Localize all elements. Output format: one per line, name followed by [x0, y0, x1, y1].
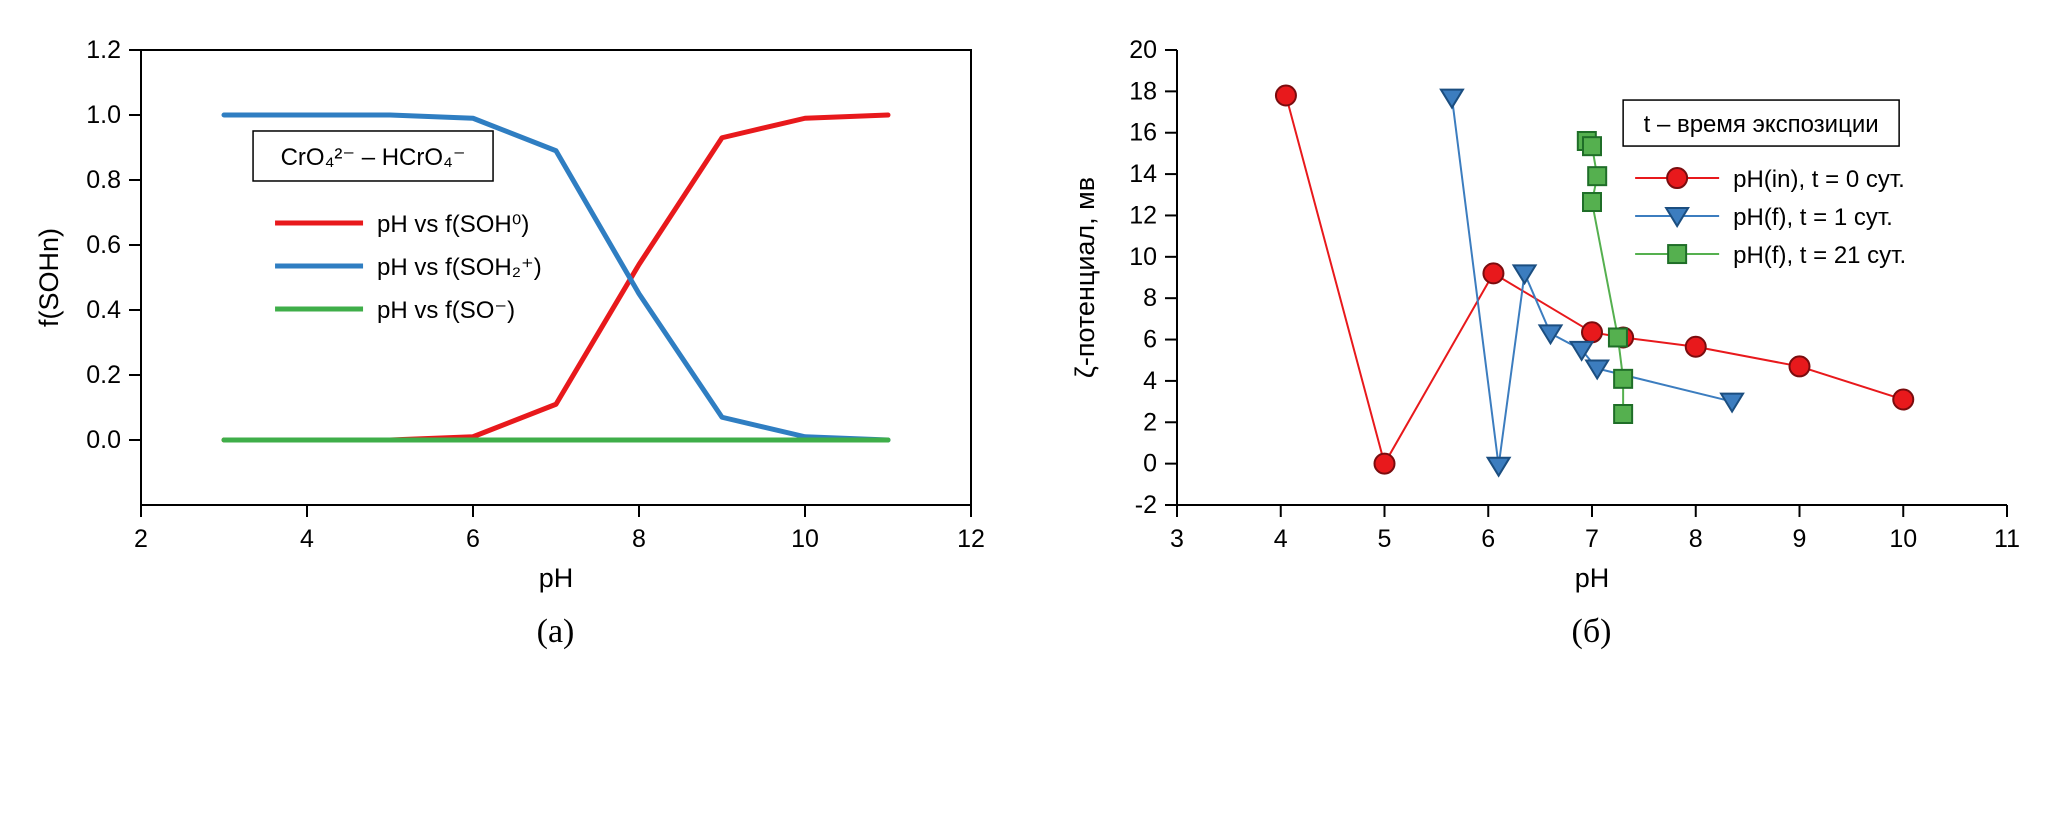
- y-tick-label: 10: [1129, 243, 1157, 271]
- y-tick-label: 0.4: [86, 296, 121, 324]
- x-axis-label: pH: [1574, 563, 1609, 593]
- legend-entry-label: pH vs f(SOH⁰): [377, 211, 529, 238]
- y-tick-label: 8: [1143, 284, 1157, 312]
- triangle-down-marker: [1663, 207, 1690, 228]
- legend-entry-label: pH(f), t = 1 сут.: [1733, 204, 1893, 231]
- circle-marker: [1684, 335, 1707, 358]
- y-tick-label: -2: [1134, 491, 1156, 519]
- legend-title: CrO₄²⁻ – HCrO₄⁻: [280, 144, 465, 171]
- chart-b: 3 4 5 6 7 8 9 10 11 -2 0 2 4 6 8 10 12 14 16 18 20 pH ζ-потенц…: [1070, 36, 2020, 593]
- series-1: [1438, 88, 1745, 478]
- square-marker: [1581, 136, 1602, 157]
- x-tick-label: 10: [791, 525, 819, 553]
- x-tick-label: 11: [1994, 525, 2020, 553]
- x-axis: 3 4 5 6 7 8 9 10 11: [1170, 505, 2020, 553]
- x-tick-label: 4: [1273, 525, 1287, 553]
- x-tick-label: 3: [1170, 525, 1184, 553]
- triangle-down-marker: [1583, 359, 1610, 381]
- legend-entry-label: pH vs f(SO⁻): [377, 297, 515, 324]
- plot-area: 3 4 5 6 7 8 9 10 11 -2 0 2 4 6 8 10 12 14 16 18 20 pH ζ-потенц…: [1070, 36, 2020, 593]
- chart-b-container: 3 4 5 6 7 8 9 10 11 -2 0 2 4 6 8 10 12 14 16 18 20 pH ζ-потенц…: [1052, 8, 2052, 651]
- y-tick-label: 12: [1129, 201, 1157, 229]
- circle-marker: [1274, 84, 1297, 107]
- y-tick-label: 14: [1129, 160, 1157, 188]
- legend-entry-label: pH vs f(SOH₂⁺): [377, 254, 542, 281]
- y-tick-label: 0.8: [86, 166, 121, 194]
- triangle-down-marker: [1438, 88, 1465, 110]
- legend-title-box: [251, 130, 494, 182]
- circle-marker: [1788, 355, 1810, 378]
- y-axis: -2 0 2 4 6 8 10 12 14 16 18 20: [1129, 36, 1177, 519]
- x-tick-label: 6: [1481, 525, 1495, 553]
- triangle-down-marker: [1568, 340, 1594, 362]
- x-tick-label: 4: [300, 525, 314, 553]
- x-tick-label: 10: [1889, 525, 1917, 553]
- square-marker: [1612, 368, 1633, 389]
- legend: t – время экспозиции pH(in), t = 0 сут. pH…: [1621, 99, 1906, 269]
- triangle-down-marker: [1485, 456, 1511, 478]
- y-tick-label: 16: [1129, 119, 1157, 147]
- square-marker: [1612, 404, 1633, 424]
- x-tick-label: 2: [134, 525, 148, 553]
- triangle-down-marker: [1511, 264, 1537, 286]
- chart-a-caption: (а): [536, 613, 575, 650]
- triangle-down-marker: [1718, 392, 1745, 414]
- y-axis-label: ζ-потенциал, мв: [1070, 177, 1100, 378]
- circle-marker: [1373, 452, 1395, 475]
- square-marker: [1666, 244, 1687, 265]
- y-tick-label: 0.6: [86, 231, 121, 259]
- x-tick-label: 8: [632, 525, 646, 553]
- legend-title: t – время экспозиции: [1643, 111, 1878, 138]
- y-tick-label: 1.0: [86, 101, 121, 129]
- y-tick-label: 0.2: [86, 361, 121, 389]
- square-marker: [1607, 327, 1628, 348]
- plot-frame: [139, 49, 972, 506]
- legend-title-box: [1621, 99, 1900, 147]
- x-tick-label: 5: [1377, 525, 1391, 553]
- chart-a: 2 4 6 8 10 12 0.0 0.2 0.4 0.6 0.8 1.0 1.2 pH f(SOHn) Cr…: [34, 36, 985, 593]
- x-tick-label: 12: [957, 525, 985, 553]
- x-tick-label: 7: [1585, 525, 1599, 553]
- x-tick-label: 8: [1688, 525, 1702, 553]
- y-tick-label: 4: [1143, 367, 1157, 395]
- y-tick-label: 1.2: [86, 36, 121, 64]
- y-tick-label: 20: [1129, 36, 1157, 64]
- x-tick-label: 9: [1792, 525, 1806, 553]
- circle-marker: [1580, 321, 1603, 344]
- y-tick-label: 18: [1129, 77, 1157, 105]
- series-2: [1576, 131, 1633, 424]
- legend-entry-label: pH(in), t = 0 сут.: [1733, 166, 1905, 193]
- x-axis: 2 4 6 8 10 12: [134, 505, 985, 553]
- y-tick-label: 0.0: [86, 426, 121, 454]
- legend: CrO₄²⁻ – HCrO₄⁻ pH vs f(SOH⁰) pH vs f(SOH₂…: [251, 130, 542, 324]
- series-1: [221, 112, 890, 443]
- chart-b-caption: (б): [1571, 613, 1612, 650]
- y-axis: 0.0 0.2 0.4 0.6 0.8 1.0 1.2: [86, 36, 141, 454]
- circle-marker: [1481, 262, 1504, 285]
- circle-marker: [1891, 388, 1914, 411]
- x-tick-label: 6: [466, 525, 480, 553]
- legend-entry-label: pH(f), t = 21 сут.: [1733, 242, 1906, 269]
- y-axis-label: f(SOHn): [34, 228, 64, 327]
- triangle-down-marker: [1537, 324, 1563, 346]
- plot-area: 2 4 6 8 10 12 0.0 0.2 0.4 0.6 0.8 1.0 1.2 pH f(SOHn) Cr…: [34, 36, 985, 593]
- square-marker: [1586, 166, 1607, 187]
- x-axis-label: pH: [538, 563, 573, 593]
- chart-a-container: 2 4 6 8 10 12 0.0 0.2 0.4 0.6 0.8 1.0 1.2 pH f(SOHn) Cr…: [16, 8, 1016, 651]
- y-tick-label: 0: [1143, 450, 1157, 478]
- y-tick-label: 2: [1143, 408, 1157, 436]
- square-marker: [1581, 192, 1602, 213]
- circle-marker: [1665, 167, 1688, 190]
- y-tick-label: 6: [1143, 326, 1157, 354]
